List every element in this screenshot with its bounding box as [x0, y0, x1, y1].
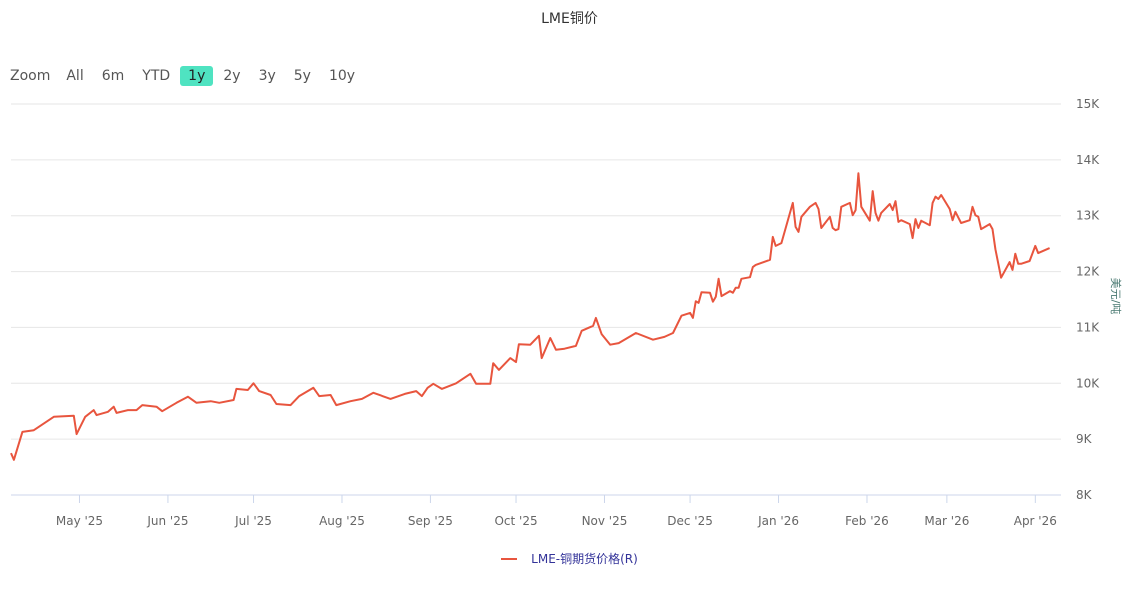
chart-title: LME铜价: [541, 11, 598, 27]
range-button-2y[interactable]: 2y: [223, 68, 241, 84]
range-button-10y[interactable]: 10y: [328, 68, 356, 84]
y-tick-label: 8K: [1076, 488, 1093, 502]
x-tick-label: Sep '25: [408, 514, 453, 528]
range-button-ytd[interactable]: YTD: [142, 68, 171, 84]
series-line: [10, 172, 1051, 461]
y-tick-label: 11K: [1076, 320, 1100, 334]
y-tick-label: 15K: [1076, 97, 1100, 111]
range-button-5y[interactable]: 5y: [293, 68, 311, 84]
range-selector: Zoom All 6m YTD 1y 2y 3y 5y 10y: [10, 66, 365, 86]
y-tick-label: 13K: [1076, 209, 1100, 223]
x-tick-label: Apr '26: [1014, 514, 1057, 528]
x-tick-label: Aug '25: [319, 514, 365, 528]
x-tick-label: Jan '26: [757, 514, 799, 528]
x-tick-label: Oct '25: [494, 514, 537, 528]
x-tick-label: May '25: [56, 514, 103, 528]
y-tick-label: 10K: [1076, 376, 1100, 390]
zoom-label: Zoom: [10, 68, 51, 84]
y-tick-label: 12K: [1076, 265, 1100, 279]
x-tick-label: Dec '25: [667, 514, 713, 528]
x-tick-label: Jul '25: [234, 514, 272, 528]
y-tick-label: 14K: [1076, 153, 1100, 167]
legend[interactable]: LME-铜期货价格(R): [0, 550, 1139, 567]
x-tick-label: Jun '25: [146, 514, 188, 528]
range-button-1y[interactable]: 1y: [180, 66, 214, 86]
legend-label: LME-铜期货价格(R): [531, 552, 638, 566]
x-tick-label: Nov '25: [582, 514, 628, 528]
legend-swatch: [501, 557, 518, 560]
x-tick-label: Feb '26: [845, 514, 889, 528]
y-tick-label: 9K: [1076, 432, 1093, 446]
range-button-6m[interactable]: 6m: [101, 68, 125, 84]
range-button-all[interactable]: All: [66, 68, 84, 84]
x-tick-label: Mar '26: [924, 514, 969, 528]
y-axis-title: 美元/吨: [1109, 278, 1122, 315]
range-button-3y[interactable]: 3y: [258, 68, 276, 84]
